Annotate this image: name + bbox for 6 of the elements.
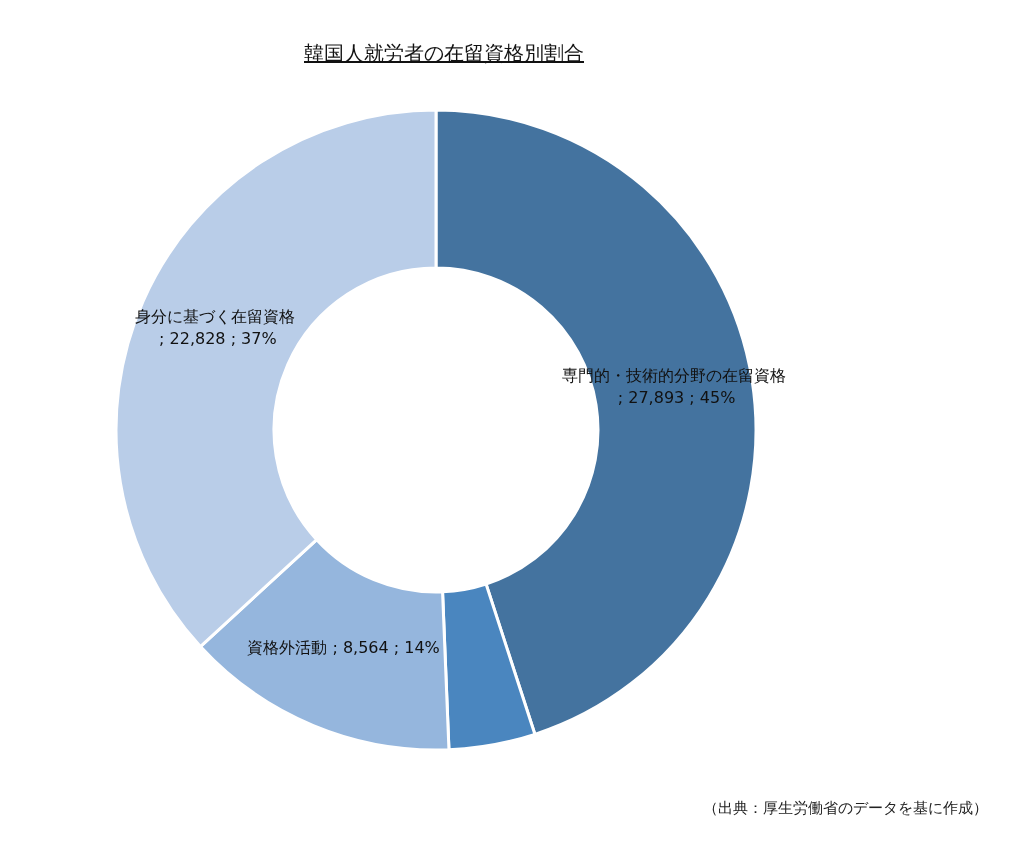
chart-title: 韓国人就労者の在留資格別割合 bbox=[304, 41, 584, 65]
text: （出典：厚生労働省のデータを基に作成） bbox=[703, 799, 988, 817]
data-label: ; 22,828 ; 37% bbox=[154, 329, 277, 349]
data-label: ; 27,893 ; 45% bbox=[612, 388, 736, 408]
slice-label: 資格外活動 ; 8,564 ; 14% bbox=[247, 637, 440, 657]
slice-label: 身分に基づく在留資格 bbox=[135, 307, 296, 327]
